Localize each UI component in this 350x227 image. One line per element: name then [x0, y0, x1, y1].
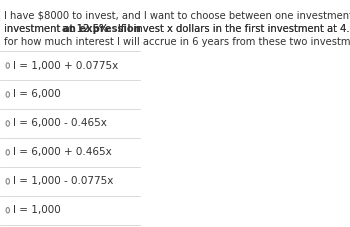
Text: investment at 12.5%.  If I invest x dollars in the first investment at 4.75%, wr: investment at 12.5%. If I invest x dolla…	[4, 24, 350, 34]
Text: investment at 12.5%.  If I invest x dollars in the first investment at 4.75%, wr: investment at 12.5%. If I invest x dolla…	[4, 24, 350, 34]
Text: for how much interest I will accrue in 6 years from these two investments.: for how much interest I will accrue in 6…	[4, 37, 350, 47]
Text: I = 6,000 - 0.465x: I = 6,000 - 0.465x	[13, 118, 107, 128]
Text: I = 6,000: I = 6,000	[13, 89, 61, 99]
Text: I = 6,000 + 0.465x: I = 6,000 + 0.465x	[13, 147, 112, 157]
Text: I = 1,000: I = 1,000	[13, 205, 61, 215]
Text: I = 1,000 - 0.0775x: I = 1,000 - 0.0775x	[13, 176, 114, 186]
Text: an expression: an expression	[62, 24, 141, 34]
Text: I = 1,000 + 0.0775x: I = 1,000 + 0.0775x	[13, 61, 119, 71]
Text: investment at 12.5%.  If I invest x dollars in the first investment at 4.75%, wr: investment at 12.5%. If I invest x dolla…	[4, 24, 350, 34]
Text: I have $8000 to invest, and I want to choose between one investment at 4.75% and: I have $8000 to invest, and I want to ch…	[4, 10, 350, 20]
